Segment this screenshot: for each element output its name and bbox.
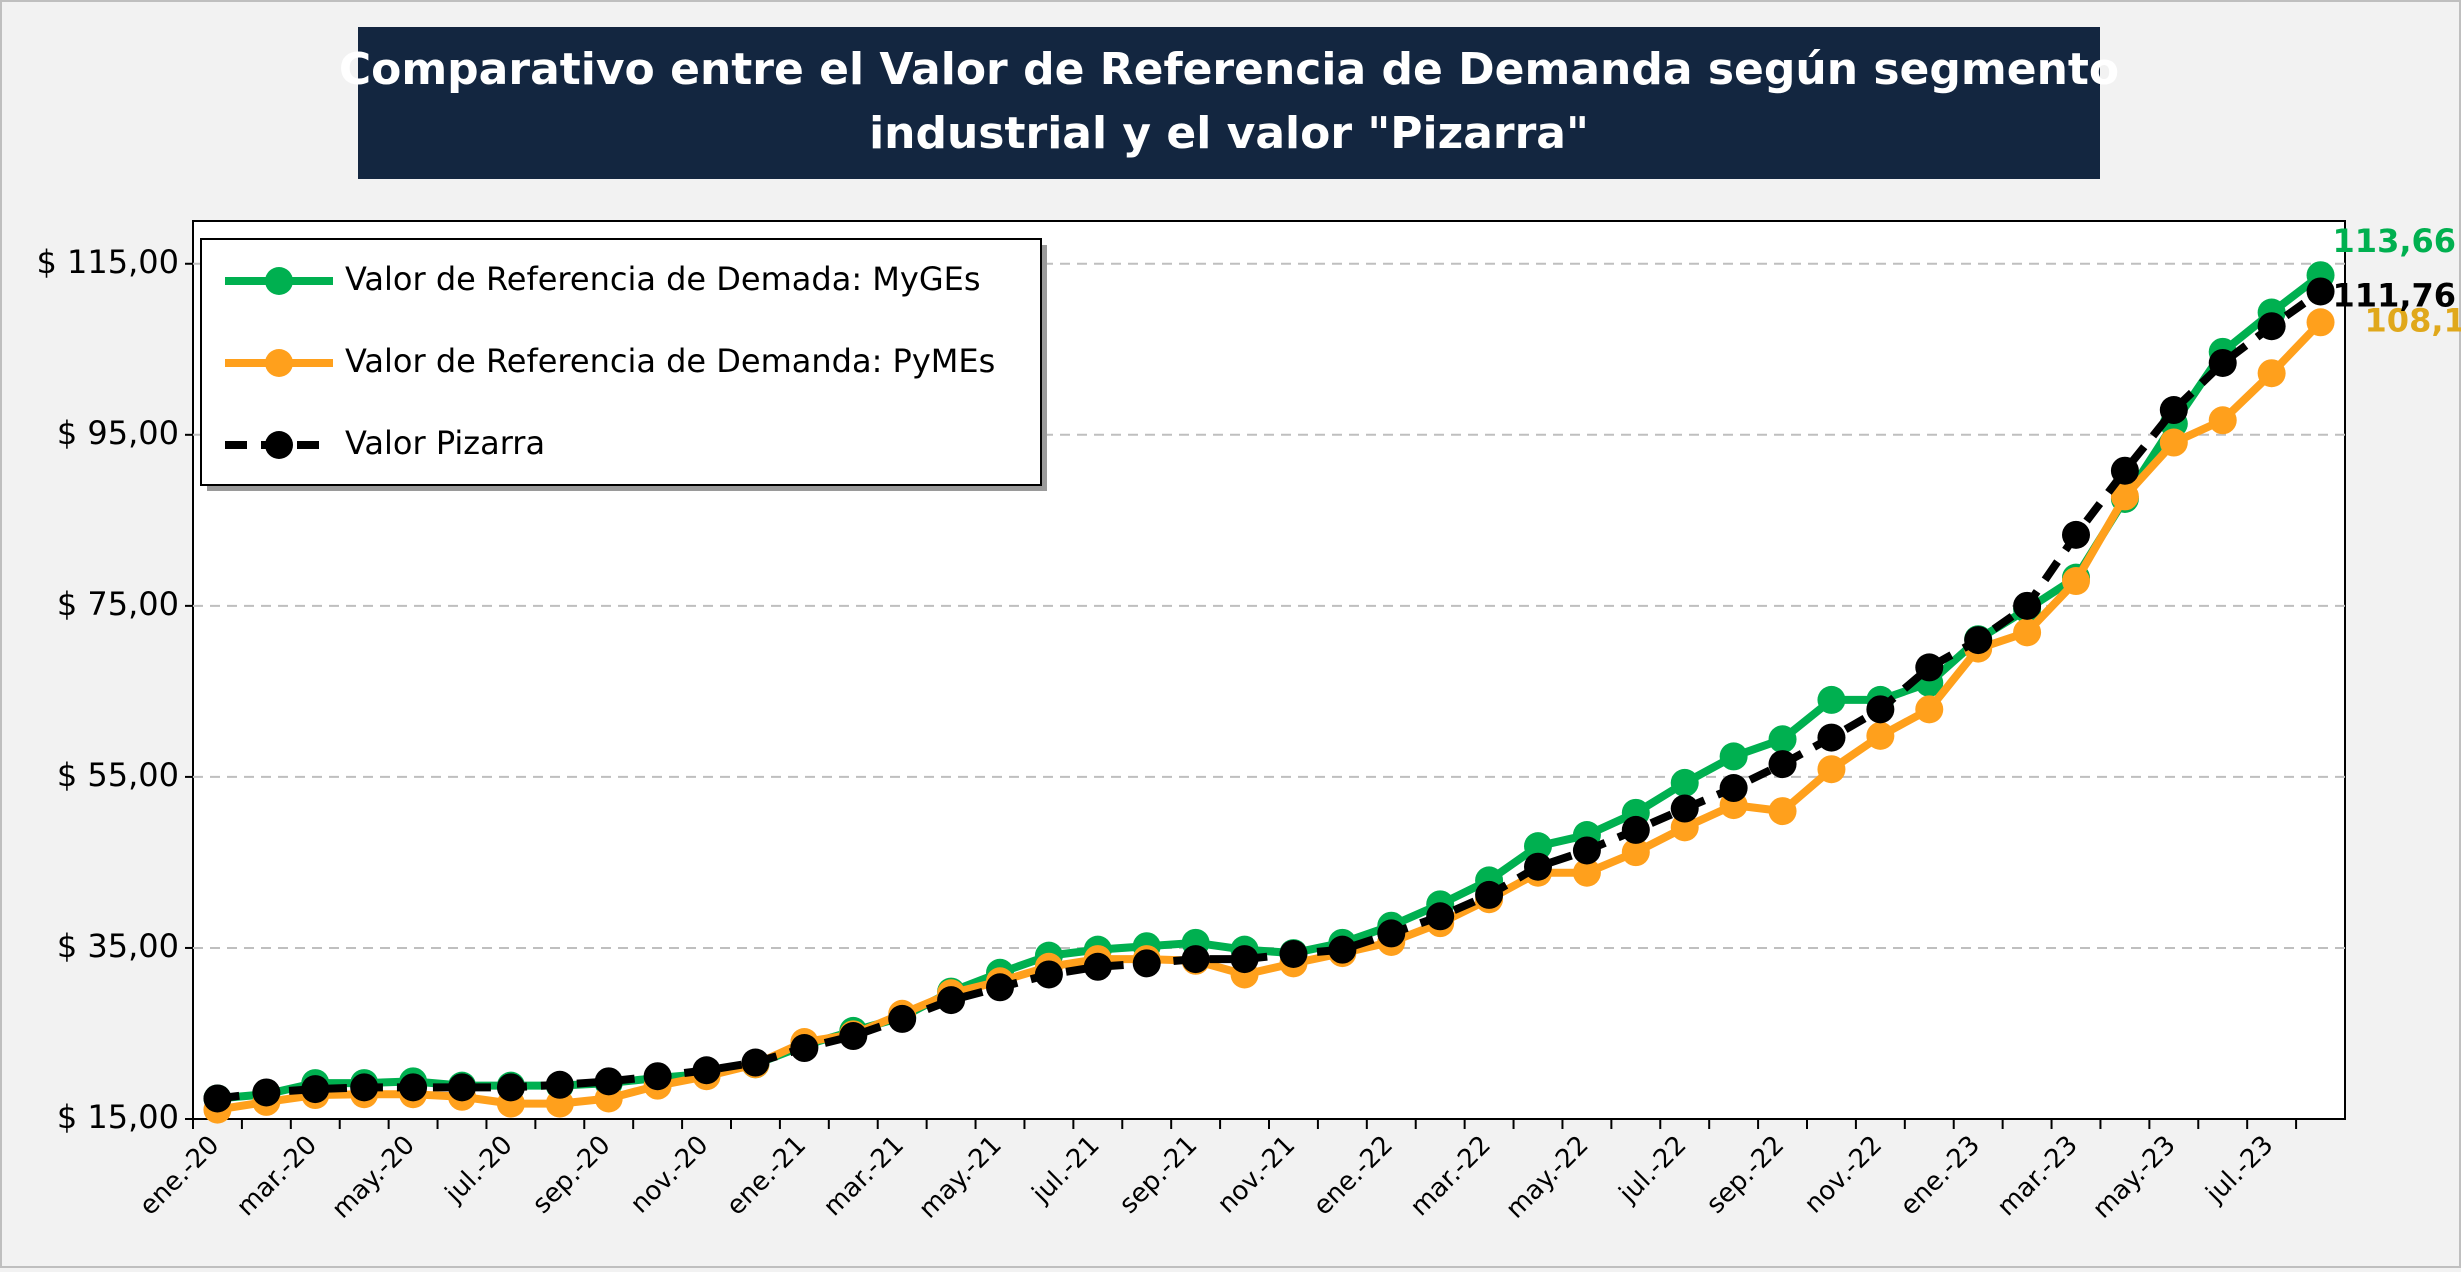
data-point bbox=[448, 1073, 476, 1102]
data-point bbox=[594, 1067, 623, 1096]
data-point bbox=[1230, 945, 1259, 974]
data-point bbox=[399, 1073, 428, 1102]
data-point bbox=[1719, 774, 1748, 803]
data-point bbox=[1768, 725, 1797, 754]
y-tick-label: $ 115,00 bbox=[37, 243, 180, 281]
data-point bbox=[1915, 653, 1944, 682]
data-point bbox=[986, 973, 1014, 1002]
legend bbox=[200, 238, 1042, 486]
data-point bbox=[1524, 832, 1552, 861]
data-point bbox=[1768, 797, 1797, 826]
data-point bbox=[1328, 935, 1357, 964]
legend-marker bbox=[265, 431, 293, 459]
data-point bbox=[2306, 308, 2335, 337]
data-point bbox=[1426, 902, 1455, 931]
data-point bbox=[1866, 695, 1895, 724]
data-point bbox=[2208, 406, 2237, 435]
data-point bbox=[2159, 396, 2188, 425]
data-point bbox=[1475, 880, 1504, 909]
data-point bbox=[2062, 567, 2090, 596]
y-tick-label: $ 55,00 bbox=[57, 756, 179, 794]
data-point bbox=[2257, 312, 2286, 341]
y-tick-label: $ 15,00 bbox=[57, 1098, 179, 1136]
data-point bbox=[1621, 815, 1650, 844]
data-point bbox=[2013, 618, 2042, 647]
data-point bbox=[1817, 723, 1846, 752]
value-label: 108,16 bbox=[2365, 301, 2461, 339]
data-point bbox=[937, 986, 966, 1015]
data-point bbox=[2159, 428, 2188, 457]
data-point bbox=[2306, 277, 2335, 306]
legend-label: Valor de Referencia de Demanda: PyMEs bbox=[345, 342, 995, 380]
data-point bbox=[1572, 858, 1601, 887]
data-point bbox=[1377, 919, 1406, 948]
data-point bbox=[2013, 591, 2042, 620]
data-point bbox=[1132, 949, 1161, 978]
data-point bbox=[839, 1022, 868, 1051]
data-point bbox=[1181, 945, 1210, 974]
data-point bbox=[643, 1062, 672, 1091]
y-tick-label: $ 35,00 bbox=[57, 927, 179, 965]
data-point bbox=[252, 1078, 281, 1107]
legend-marker bbox=[265, 349, 293, 377]
data-point bbox=[2208, 348, 2237, 377]
data-point bbox=[1719, 742, 1748, 771]
data-point bbox=[741, 1048, 770, 1077]
data-point bbox=[1817, 755, 1846, 784]
data-point bbox=[692, 1056, 721, 1085]
data-point bbox=[1670, 794, 1699, 823]
data-point bbox=[1768, 750, 1797, 779]
data-point bbox=[790, 1034, 819, 1063]
data-point bbox=[1964, 626, 1993, 655]
data-point bbox=[1670, 768, 1699, 797]
data-point bbox=[1279, 939, 1308, 968]
data-point bbox=[350, 1073, 379, 1102]
data-point bbox=[496, 1073, 525, 1102]
data-point bbox=[2062, 520, 2090, 549]
y-tick-label: $ 95,00 bbox=[57, 414, 179, 452]
data-point bbox=[1083, 952, 1112, 981]
legend-label: Valor Pizarra bbox=[345, 424, 545, 462]
data-point bbox=[2257, 359, 2286, 388]
data-point bbox=[1915, 695, 1944, 724]
data-point bbox=[2110, 482, 2139, 511]
data-point bbox=[545, 1070, 574, 1099]
data-point bbox=[1866, 721, 1895, 750]
data-point bbox=[1034, 960, 1063, 989]
data-point bbox=[203, 1084, 232, 1113]
legend-marker bbox=[265, 267, 293, 295]
legend-label: Valor de Referencia de Demada: MyGEs bbox=[345, 260, 981, 298]
value-label: 113,66 bbox=[2333, 222, 2456, 260]
data-point bbox=[2110, 456, 2139, 485]
data-point bbox=[1817, 685, 1846, 714]
title-box bbox=[358, 27, 2100, 179]
data-point bbox=[1524, 852, 1552, 881]
data-point bbox=[1572, 836, 1601, 865]
data-point bbox=[888, 1004, 917, 1033]
data-point bbox=[1621, 838, 1650, 867]
y-tick-label: $ 75,00 bbox=[57, 585, 179, 623]
data-point bbox=[301, 1075, 330, 1104]
value-label: 111,76 bbox=[2333, 276, 2456, 314]
chart-title: Comparativo entre el Valor de Referencia… bbox=[339, 44, 2119, 159]
